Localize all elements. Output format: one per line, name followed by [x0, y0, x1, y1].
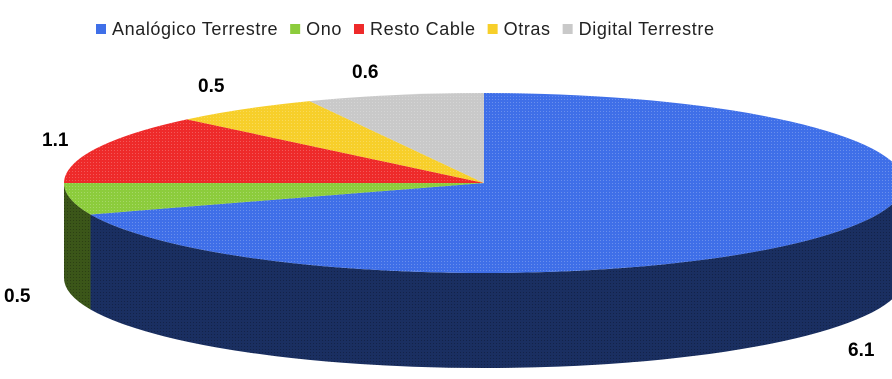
legend-label-otras: Otras	[504, 19, 551, 39]
legend-label-ono: Ono	[306, 19, 342, 39]
pie-slice-texture-otras	[187, 101, 485, 183]
pie-slices	[64, 93, 892, 273]
pie-slice-texture-digital-terrestre	[309, 93, 484, 183]
legend-swatch-ono	[290, 24, 301, 34]
legend-swatch-resto-cable	[353, 24, 364, 34]
data-label-otras: 0.5	[198, 76, 225, 97]
legend-swatch-analogico-terrestre	[96, 24, 106, 34]
pie-slice-texture-resto-cable	[64, 119, 484, 183]
data-label-digital-terrestre: 0.6	[352, 62, 378, 83]
chart-legend: Analógico Terrestre Ono Resto Cable Otras Di…	[96, 19, 715, 39]
legend-label-resto-cable: Resto Cable	[370, 19, 476, 39]
data-label-resto-cable: 1.1	[42, 130, 69, 151]
data-label-ono: 0.5	[4, 286, 31, 307]
pie-sides	[64, 183, 892, 368]
data-label-analogico-terrestre: 6.1	[848, 340, 875, 361]
legend-swatch-digital-terrestre	[562, 24, 573, 34]
legend-label-digital-terrestre: Digital Terrestre	[579, 19, 715, 39]
pie-side-texture-ono	[64, 183, 91, 310]
pie-side-texture-analogico-terrestre	[90, 204, 892, 368]
data-labels: 6.1 0.5 1.1 0.5 0.6	[4, 62, 875, 361]
pie-slice-texture-analogico-terrestre	[90, 93, 892, 273]
pie-slice-texture-ono	[64, 183, 484, 215]
legend-label-analogico-terrestre: Analógico Terrestre	[112, 19, 278, 39]
legend-swatch-otras	[487, 24, 498, 34]
